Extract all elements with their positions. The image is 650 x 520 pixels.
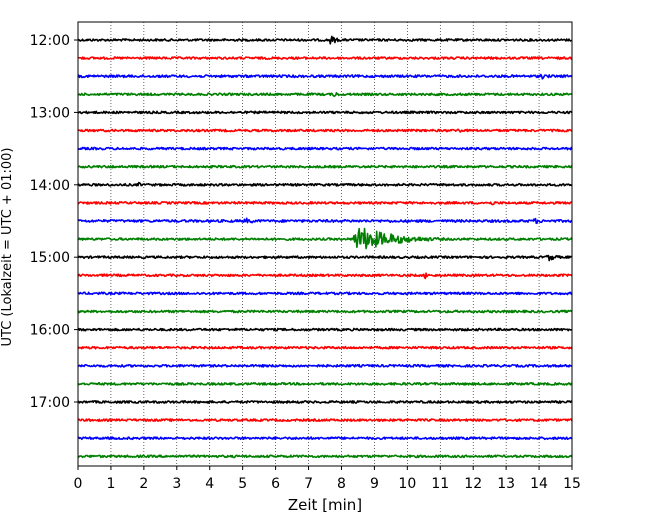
x-tick-label: 11 xyxy=(431,476,449,492)
y-tick-label: 16:00 xyxy=(30,323,70,339)
x-tick-label: 13 xyxy=(497,476,515,492)
trace-1730 xyxy=(77,436,573,441)
trace-1230 xyxy=(77,73,573,80)
y-tick-label: 12:00 xyxy=(30,33,70,49)
trace-1245 xyxy=(77,92,573,98)
trace-1515 xyxy=(77,272,573,280)
trace-1415 xyxy=(77,201,573,206)
trace-1630 xyxy=(77,363,573,368)
x-tick-label: 3 xyxy=(172,476,181,492)
x-tick-label: 5 xyxy=(238,476,247,492)
trace-1715 xyxy=(77,418,573,422)
x-tick-label: 0 xyxy=(74,476,83,492)
trace-1330 xyxy=(77,146,573,151)
trace-1700 xyxy=(77,400,573,404)
y-tick-label: 14:00 xyxy=(30,178,70,194)
y-axis-ticks: 12:00 13:00 14:00 15:00 16:00 17:00 xyxy=(30,33,78,411)
trace-1445 xyxy=(77,227,573,250)
seismogram-traces xyxy=(77,35,573,459)
y-tick-label: 13:00 xyxy=(30,105,70,121)
trace-1300 xyxy=(77,110,573,115)
trace-1600 xyxy=(77,327,573,332)
x-tick-label: 6 xyxy=(271,476,280,492)
trace-1345 xyxy=(77,164,573,169)
trace-1745 xyxy=(77,454,573,459)
x-tick-label: 1 xyxy=(106,476,115,492)
x-tick-label: 4 xyxy=(205,476,214,492)
trace-1430 xyxy=(77,217,573,225)
x-tick-label: 10 xyxy=(398,476,416,492)
y-tick-label: 15:00 xyxy=(30,250,70,266)
trace-1615 xyxy=(77,345,573,350)
x-tick-label: 2 xyxy=(139,476,148,492)
x-tick-label: 7 xyxy=(304,476,313,492)
x-tick-label: 8 xyxy=(337,476,346,492)
y-axis-label: UTC (Lokalzeit = UTC + 01:00) xyxy=(0,148,15,347)
vertical-gridlines xyxy=(110,22,540,466)
trace-1400 xyxy=(77,181,573,187)
x-tick-label: 15 xyxy=(563,476,581,492)
plot-frame xyxy=(77,21,573,467)
x-tick-label: 12 xyxy=(464,476,482,492)
x-axis-label: Zeit [min] xyxy=(288,496,362,514)
trace-1200 xyxy=(77,35,573,45)
trace-1530 xyxy=(77,291,573,296)
trace-1215 xyxy=(77,56,573,60)
trace-1500 xyxy=(77,254,573,262)
trace-1315 xyxy=(77,128,573,133)
trace-1545 xyxy=(77,309,573,314)
y-tick-label: 17:00 xyxy=(30,395,70,411)
x-tick-label: 14 xyxy=(530,476,548,492)
x-axis-ticks: 0 1 2 3 4 5 6 7 8 9 10 11 12 13 14 15 xyxy=(74,466,581,492)
x-tick-label: 9 xyxy=(370,476,379,492)
trace-1645 xyxy=(77,382,573,386)
